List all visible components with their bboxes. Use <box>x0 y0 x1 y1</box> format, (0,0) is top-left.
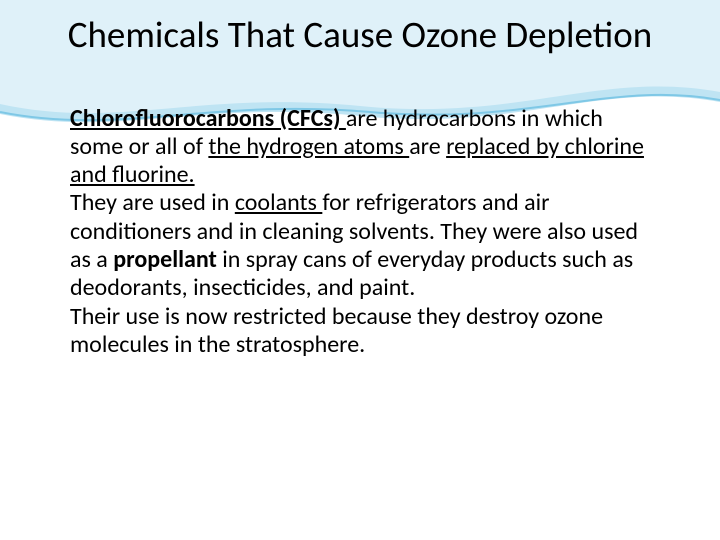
paragraph-1: Chlorofluorocarbons (CFCs) are hydrocarb… <box>70 105 650 190</box>
text-run: They are used in <box>70 188 235 217</box>
paragraph-2: They are used in coolants for refrigerat… <box>70 189 650 302</box>
text-run: are <box>409 132 446 161</box>
term-propellant: propellant <box>113 245 217 274</box>
term-cfcs: Chlorofluorocarbons (CFCs) <box>70 104 346 133</box>
paragraph-3: Their use is now restricted because they… <box>70 303 650 360</box>
slide-title: Chemicals That Cause Ozone Depletion <box>0 0 720 57</box>
text-run: Their use is now restricted because they… <box>70 302 603 359</box>
term-coolants: coolants <box>235 188 323 217</box>
term-hydrogen-atoms: the hydrogen atoms <box>208 132 409 161</box>
slide-body: Chlorofluorocarbons (CFCs) are hydrocarb… <box>0 57 720 360</box>
